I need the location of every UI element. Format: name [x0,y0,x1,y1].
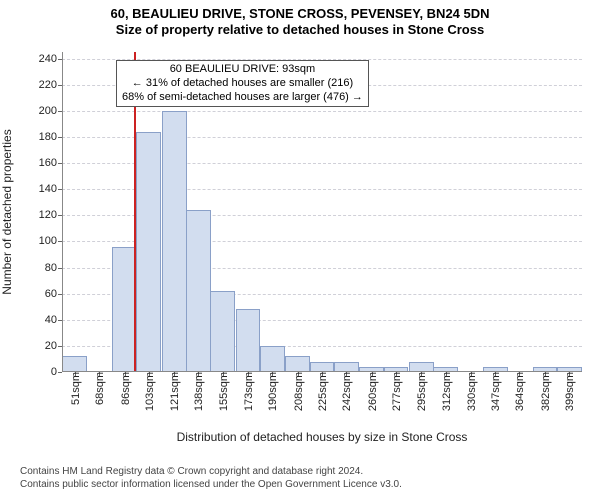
x-tick-label: 277sqm [389,372,403,411]
x-tick-label: 382sqm [538,372,552,411]
chart-title-line1: 60, BEAULIEU DRIVE, STONE CROSS, PEVENSE… [0,6,600,22]
annotation-box: 60 BEAULIEU DRIVE: 93sqm← 31% of detache… [116,60,369,107]
annotation-line-2: ← 31% of detached houses are smaller (21… [122,77,363,91]
y-tick-label: 0 [51,366,62,378]
y-tick-label: 240 [39,53,62,65]
footer-attribution: Contains HM Land Registry data © Crown c… [20,466,402,491]
annotation-line-3: 68% of semi-detached houses are larger (… [122,91,363,105]
x-tick-label: 208sqm [291,372,305,411]
x-tick-label: 242sqm [339,372,353,411]
figure-container: 60, BEAULIEU DRIVE, STONE CROSS, PEVENSE… [0,0,600,500]
x-tick-label: 68sqm [92,372,106,405]
x-axis-label: Distribution of detached houses by size … [62,430,582,444]
x-tick-label: 295sqm [414,372,428,411]
y-tick-label: 20 [45,340,62,352]
x-tick-label: 190sqm [265,372,279,411]
x-tick-label: 225sqm [315,372,329,411]
x-tick-label: 347sqm [488,372,502,411]
x-tick-label: 364sqm [512,372,526,411]
y-tick-label: 100 [39,235,62,247]
x-tick-label: 312sqm [439,372,453,411]
y-axis-label: Number of detached properties [0,129,14,294]
x-tick-label: 121sqm [167,372,181,411]
x-tick-label: 399sqm [562,372,576,411]
x-tick-label: 173sqm [241,372,255,411]
x-tick-label: 155sqm [216,372,230,411]
x-tick-label: 86sqm [118,372,132,405]
y-tick-label: 60 [45,288,62,300]
x-tick-label: 260sqm [365,372,379,411]
annotation-line-1: 60 BEAULIEU DRIVE: 93sqm [122,63,363,77]
x-tick-label: 330sqm [464,372,478,411]
y-tick-label: 80 [45,262,62,274]
y-tick-label: 140 [39,183,62,195]
x-tick-label: 138sqm [191,372,205,411]
chart-plot-area: 020406080100120140160180200220240 51sqm6… [62,52,582,372]
chart-title: 60, BEAULIEU DRIVE, STONE CROSS, PEVENSE… [0,0,600,39]
chart-title-line2: Size of property relative to detached ho… [0,22,600,38]
y-tick-label: 200 [39,105,62,117]
y-tick-label: 160 [39,157,62,169]
x-tick-label: 103sqm [142,372,156,411]
y-tick-label: 120 [39,209,62,221]
footer-line-2: Contains public sector information licen… [20,479,402,492]
footer-line-1: Contains HM Land Registry data © Crown c… [20,466,402,479]
y-tick-label: 40 [45,314,62,326]
y-tick-label: 220 [39,79,62,91]
y-tick-label: 180 [39,131,62,143]
x-tick-label: 51sqm [68,372,82,405]
